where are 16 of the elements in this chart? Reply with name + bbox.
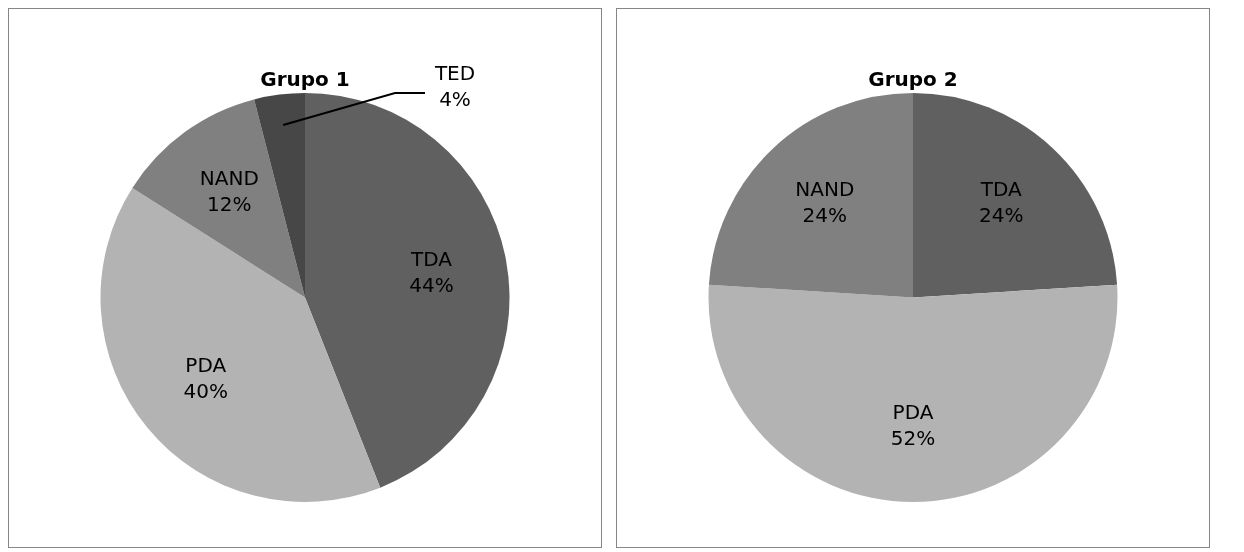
data-label: 40% <box>183 378 228 403</box>
data-label: 24% <box>978 202 1024 227</box>
slice-label: NAND <box>795 176 855 201</box>
slice-label: PDA <box>185 352 227 377</box>
data-label: 12% <box>207 192 252 217</box>
slice-label: TDA <box>410 246 453 271</box>
data-label: 24% <box>802 202 848 227</box>
data-label: 52% <box>890 425 936 450</box>
slice-label: NAND <box>199 166 259 191</box>
slice-label: PDA <box>892 399 934 424</box>
data-label: 44% <box>409 272 454 297</box>
chart-title: Grupo 2 <box>868 67 958 92</box>
slice-label: TDA <box>979 176 1022 201</box>
chart-title: Grupo 1 <box>260 67 350 92</box>
data-label: 4% <box>439 87 471 112</box>
slice-label: TED <box>433 61 476 86</box>
